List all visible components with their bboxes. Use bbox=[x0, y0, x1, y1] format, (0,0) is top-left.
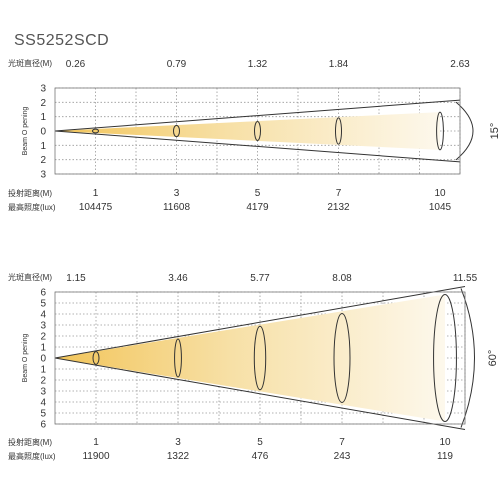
grid-frame bbox=[54, 87, 461, 175]
distance-value: 7 bbox=[336, 188, 342, 199]
y-tick-label: 1 bbox=[40, 141, 46, 152]
diameter-value: 8.08 bbox=[332, 273, 352, 284]
y-tick-label: 0 bbox=[40, 127, 46, 138]
diameter-value: 3.46 bbox=[168, 273, 188, 284]
y-tick-label: 3 bbox=[40, 170, 46, 181]
y-tick-label: 6 bbox=[40, 288, 46, 299]
illuminance-value: 11608 bbox=[163, 202, 191, 213]
y-tick-label: 3 bbox=[40, 387, 46, 398]
distance-value: 1 bbox=[93, 188, 99, 199]
beam-opening-label: Beam O pening bbox=[22, 107, 29, 156]
beam-edge-top bbox=[54, 285, 466, 359]
y-tick-label: 2 bbox=[40, 376, 46, 387]
y-tick-label: 2 bbox=[40, 98, 46, 109]
beam-ellipse bbox=[335, 117, 342, 145]
beam-angle-arc bbox=[455, 101, 474, 161]
illuminance-value: 11900 bbox=[82, 451, 110, 462]
y-tick-label: 2 bbox=[40, 155, 46, 166]
y-tick-label: 1 bbox=[40, 365, 46, 376]
y-tick-label: 4 bbox=[40, 310, 46, 321]
max-illuminance-label: 最高照度(lux) bbox=[8, 202, 56, 212]
distance-value: 7 bbox=[339, 437, 345, 448]
beam-edge-top bbox=[54, 99, 461, 132]
illuminance-value: 2132 bbox=[327, 202, 350, 213]
diameter-value: 0.26 bbox=[66, 59, 86, 70]
illuminance-value: 243 bbox=[334, 451, 351, 462]
illuminance-value: 476 bbox=[252, 451, 269, 462]
beam-edge-bottom bbox=[54, 357, 466, 431]
throw-distance-label: 投射距离(M) bbox=[8, 188, 52, 198]
diameter-value: 2.63 bbox=[450, 59, 470, 70]
illuminance-value: 4179 bbox=[246, 202, 269, 213]
y-tick-label: 4 bbox=[40, 398, 46, 409]
beam-angle-label: 60° bbox=[487, 350, 499, 367]
beam-ellipse bbox=[174, 338, 182, 378]
beam-ellipse bbox=[92, 128, 99, 134]
distance-value: 3 bbox=[175, 437, 181, 448]
beam-ellipse bbox=[333, 313, 351, 403]
distance-value: 5 bbox=[255, 188, 261, 199]
y-tick-label: 3 bbox=[40, 321, 46, 332]
diameter-value: 11.55 bbox=[453, 273, 478, 284]
beam-cone bbox=[55, 294, 445, 422]
distance-value: 10 bbox=[434, 188, 446, 199]
y-tick-label: 3 bbox=[40, 84, 46, 95]
y-tick-label: 2 bbox=[40, 332, 46, 343]
diameter-value: 5.77 bbox=[250, 273, 270, 284]
diameter-value: 1.15 bbox=[66, 273, 86, 284]
beam-ellipse bbox=[436, 111, 444, 151]
diameter-value: 1.32 bbox=[248, 59, 268, 70]
beam-ellipse bbox=[433, 293, 457, 423]
y-tick-label: 5 bbox=[40, 299, 46, 310]
illuminance-value: 1322 bbox=[167, 451, 190, 462]
grid-frame bbox=[54, 291, 466, 425]
beam-ellipse bbox=[173, 124, 180, 138]
beam-opening-label: Beam O pening bbox=[22, 334, 29, 383]
beam-angle-label: 15° bbox=[489, 123, 501, 140]
beam-edge-bottom bbox=[54, 130, 461, 163]
diameter-value: 0.79 bbox=[167, 59, 187, 70]
diameter-value: 1.84 bbox=[329, 59, 349, 70]
beam-angle-arc bbox=[460, 288, 475, 428]
spot-diameter-label: 光斑直径(M) bbox=[8, 272, 52, 282]
distance-value: 5 bbox=[257, 437, 263, 448]
illuminance-value: 1045 bbox=[429, 202, 452, 213]
distance-value: 1 bbox=[93, 437, 99, 448]
max-illuminance-label: 最高照度(lux) bbox=[8, 451, 56, 461]
y-tick-label: 1 bbox=[40, 112, 46, 123]
y-tick-label: 6 bbox=[40, 420, 46, 431]
y-tick-label: 5 bbox=[40, 409, 46, 420]
beam-ellipse bbox=[92, 351, 100, 365]
illuminance-value: 104475 bbox=[79, 202, 113, 213]
distance-value: 3 bbox=[174, 188, 180, 199]
distance-value: 10 bbox=[439, 437, 451, 448]
throw-distance-label: 投射距离(M) bbox=[8, 437, 52, 447]
illuminance-value: 119 bbox=[437, 451, 453, 462]
model-title: SS5252SCD bbox=[14, 32, 110, 49]
spot-diameter-label: 光斑直径(M) bbox=[8, 58, 52, 68]
y-tick-label: 1 bbox=[40, 343, 46, 354]
beam-ellipse bbox=[253, 325, 267, 391]
beam-cone bbox=[55, 112, 440, 150]
y-tick-label: 0 bbox=[40, 354, 46, 365]
beam-ellipse bbox=[254, 121, 261, 141]
